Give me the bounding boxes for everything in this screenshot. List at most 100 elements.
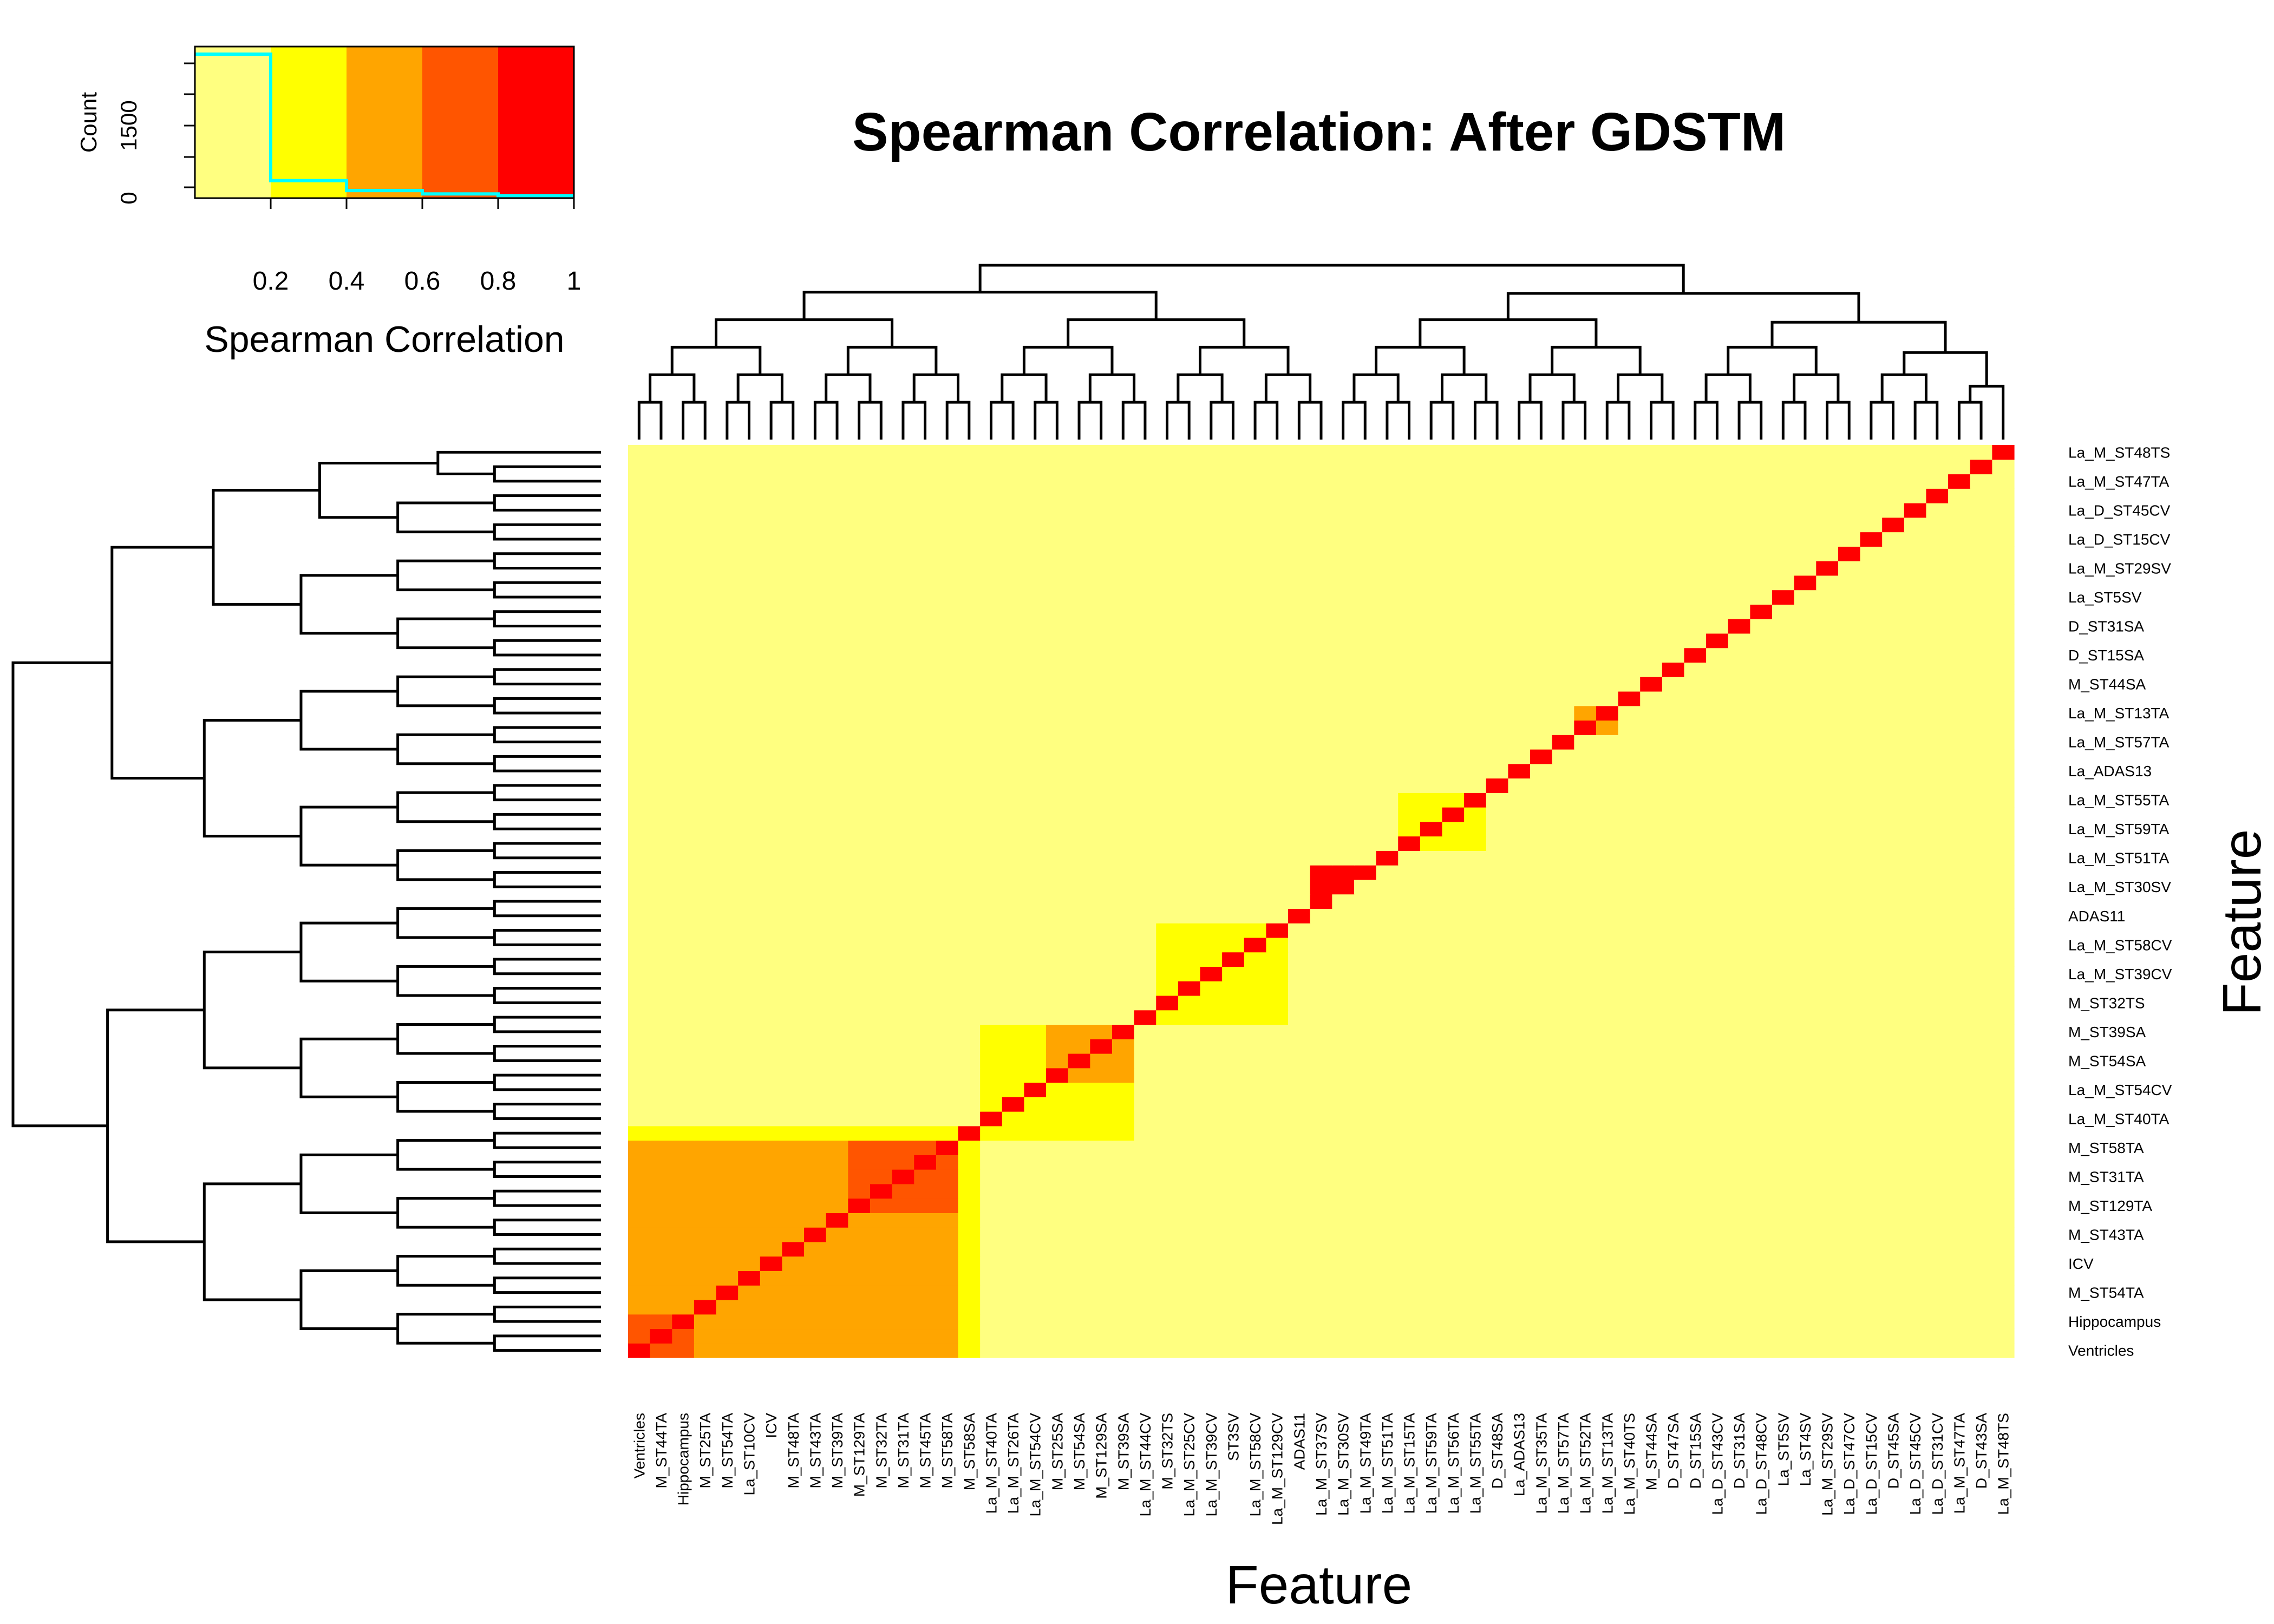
heatmap-cell xyxy=(826,691,848,706)
heatmap-cell xyxy=(760,633,783,649)
heatmap-cell xyxy=(1838,1140,1861,1155)
row-label: La_M_ST13TA xyxy=(2068,705,2170,722)
heatmap-cell xyxy=(1706,1198,1729,1213)
heatmap-cell xyxy=(1596,662,1619,677)
heatmap-cell xyxy=(1904,807,1927,822)
heatmap-cell xyxy=(694,981,717,996)
heatmap-cell xyxy=(1662,821,1685,837)
heatmap-cell xyxy=(1992,1024,2015,1039)
heatmap-cell xyxy=(1926,1285,1949,1300)
heatmap-cell xyxy=(958,937,981,953)
heatmap-cell xyxy=(1574,1241,1597,1257)
heatmap-cell xyxy=(1860,865,1883,880)
heatmap-cell xyxy=(1662,1010,1685,1025)
heatmap-cell xyxy=(628,923,651,938)
heatmap-cell xyxy=(1618,1068,1641,1083)
heatmap-cell xyxy=(1904,735,1927,750)
heatmap-cell xyxy=(716,1271,739,1286)
column-dendrogram-branch xyxy=(769,401,795,440)
heatmap-cell xyxy=(1090,1183,1113,1199)
heatmap-cell xyxy=(892,474,914,489)
heatmap-cell xyxy=(1948,1227,1971,1242)
heatmap-cell xyxy=(1838,793,1861,808)
heatmap-cell xyxy=(738,952,761,967)
heatmap-cell xyxy=(672,575,695,591)
heatmap-cell xyxy=(628,1125,651,1141)
heatmap-cell xyxy=(1640,1183,1663,1199)
heatmap-cell xyxy=(1728,821,1750,837)
heatmap-cell xyxy=(1002,793,1025,808)
column-dendrogram-branch xyxy=(726,401,750,440)
heatmap-cell xyxy=(1970,966,1992,981)
heatmap-cell xyxy=(1574,1213,1597,1228)
heatmap-cell xyxy=(716,937,739,953)
heatmap-cell xyxy=(1090,720,1113,735)
heatmap-cell xyxy=(1860,807,1883,822)
heatmap-cell xyxy=(1222,937,1245,953)
heatmap-cell xyxy=(760,995,783,1011)
heatmap-cell xyxy=(1926,532,1949,547)
column-label: La_D_ST48CV xyxy=(1753,1413,1770,1515)
heatmap-cell xyxy=(1156,1271,1179,1286)
heatmap-cell xyxy=(1266,1155,1289,1170)
heatmap-cell xyxy=(1618,546,1641,561)
heatmap-cell xyxy=(1046,749,1069,764)
heatmap-cell xyxy=(1398,647,1421,663)
heatmap-cell xyxy=(1134,749,1156,764)
heatmap-cell xyxy=(1948,1068,1971,1083)
heatmap-cell xyxy=(1530,763,1553,779)
heatmap-cell xyxy=(672,923,695,938)
heatmap-cell xyxy=(1728,1227,1750,1242)
heatmap-cell xyxy=(1816,445,1839,460)
heatmap-cell xyxy=(848,879,871,895)
heatmap-cell xyxy=(628,546,651,561)
heatmap-cell xyxy=(914,1169,937,1184)
heatmap-cell xyxy=(804,1125,827,1141)
heatmap-cell xyxy=(1530,865,1553,880)
heatmap-cell xyxy=(1640,1299,1663,1315)
heatmap-cell xyxy=(1112,546,1135,561)
heatmap-cell xyxy=(1156,474,1179,489)
heatmap-cell xyxy=(1002,647,1025,663)
heatmap-cell xyxy=(1024,1198,1047,1213)
heatmap-cell xyxy=(1464,1183,1487,1199)
heatmap-cell xyxy=(1860,1068,1883,1083)
heatmap-cell xyxy=(848,1082,871,1097)
heatmap-cell xyxy=(672,517,695,533)
heatmap-cell xyxy=(1596,633,1619,649)
heatmap-cell xyxy=(1640,662,1663,677)
heatmap-cell xyxy=(1794,532,1816,547)
heatmap-cell xyxy=(1772,966,1795,981)
heatmap-cell xyxy=(914,1024,937,1039)
heatmap-cell xyxy=(1354,1299,1377,1315)
heatmap-cell xyxy=(1794,1299,1816,1315)
heatmap-cell xyxy=(1508,1097,1531,1112)
heatmap-cell xyxy=(1530,445,1553,460)
heatmap-cell xyxy=(1882,677,1905,692)
heatmap-cell xyxy=(804,561,827,576)
heatmap-cell xyxy=(1552,879,1574,895)
column-dendrogram-branch xyxy=(1419,318,1598,348)
heatmap-cell xyxy=(1926,1010,1949,1025)
heatmap-cell xyxy=(1464,590,1487,605)
heatmap-cell xyxy=(782,763,805,779)
heatmap-cell xyxy=(1662,1068,1685,1083)
heatmap-cell xyxy=(1398,546,1421,561)
heatmap-cell xyxy=(738,1155,761,1170)
heatmap-cell xyxy=(1134,1271,1156,1286)
heatmap-cell xyxy=(1090,1010,1113,1025)
heatmap-cell xyxy=(1420,1097,1443,1112)
heatmap-cell xyxy=(1772,1183,1795,1199)
heatmap-cell xyxy=(1728,691,1750,706)
heatmap-cell xyxy=(1596,677,1619,692)
heatmap-cell xyxy=(1068,720,1090,735)
heatmap-cell xyxy=(650,1053,672,1069)
heatmap-cell xyxy=(1640,1169,1663,1184)
heatmap-cell xyxy=(738,749,761,764)
heatmap-cell xyxy=(1970,793,1992,808)
heatmap-cell xyxy=(958,1299,981,1315)
heatmap-cell xyxy=(1948,517,1971,533)
heatmap-cell xyxy=(1882,1256,1905,1272)
heatmap-cell xyxy=(914,1053,937,1069)
heatmap-cell xyxy=(1530,1314,1553,1330)
